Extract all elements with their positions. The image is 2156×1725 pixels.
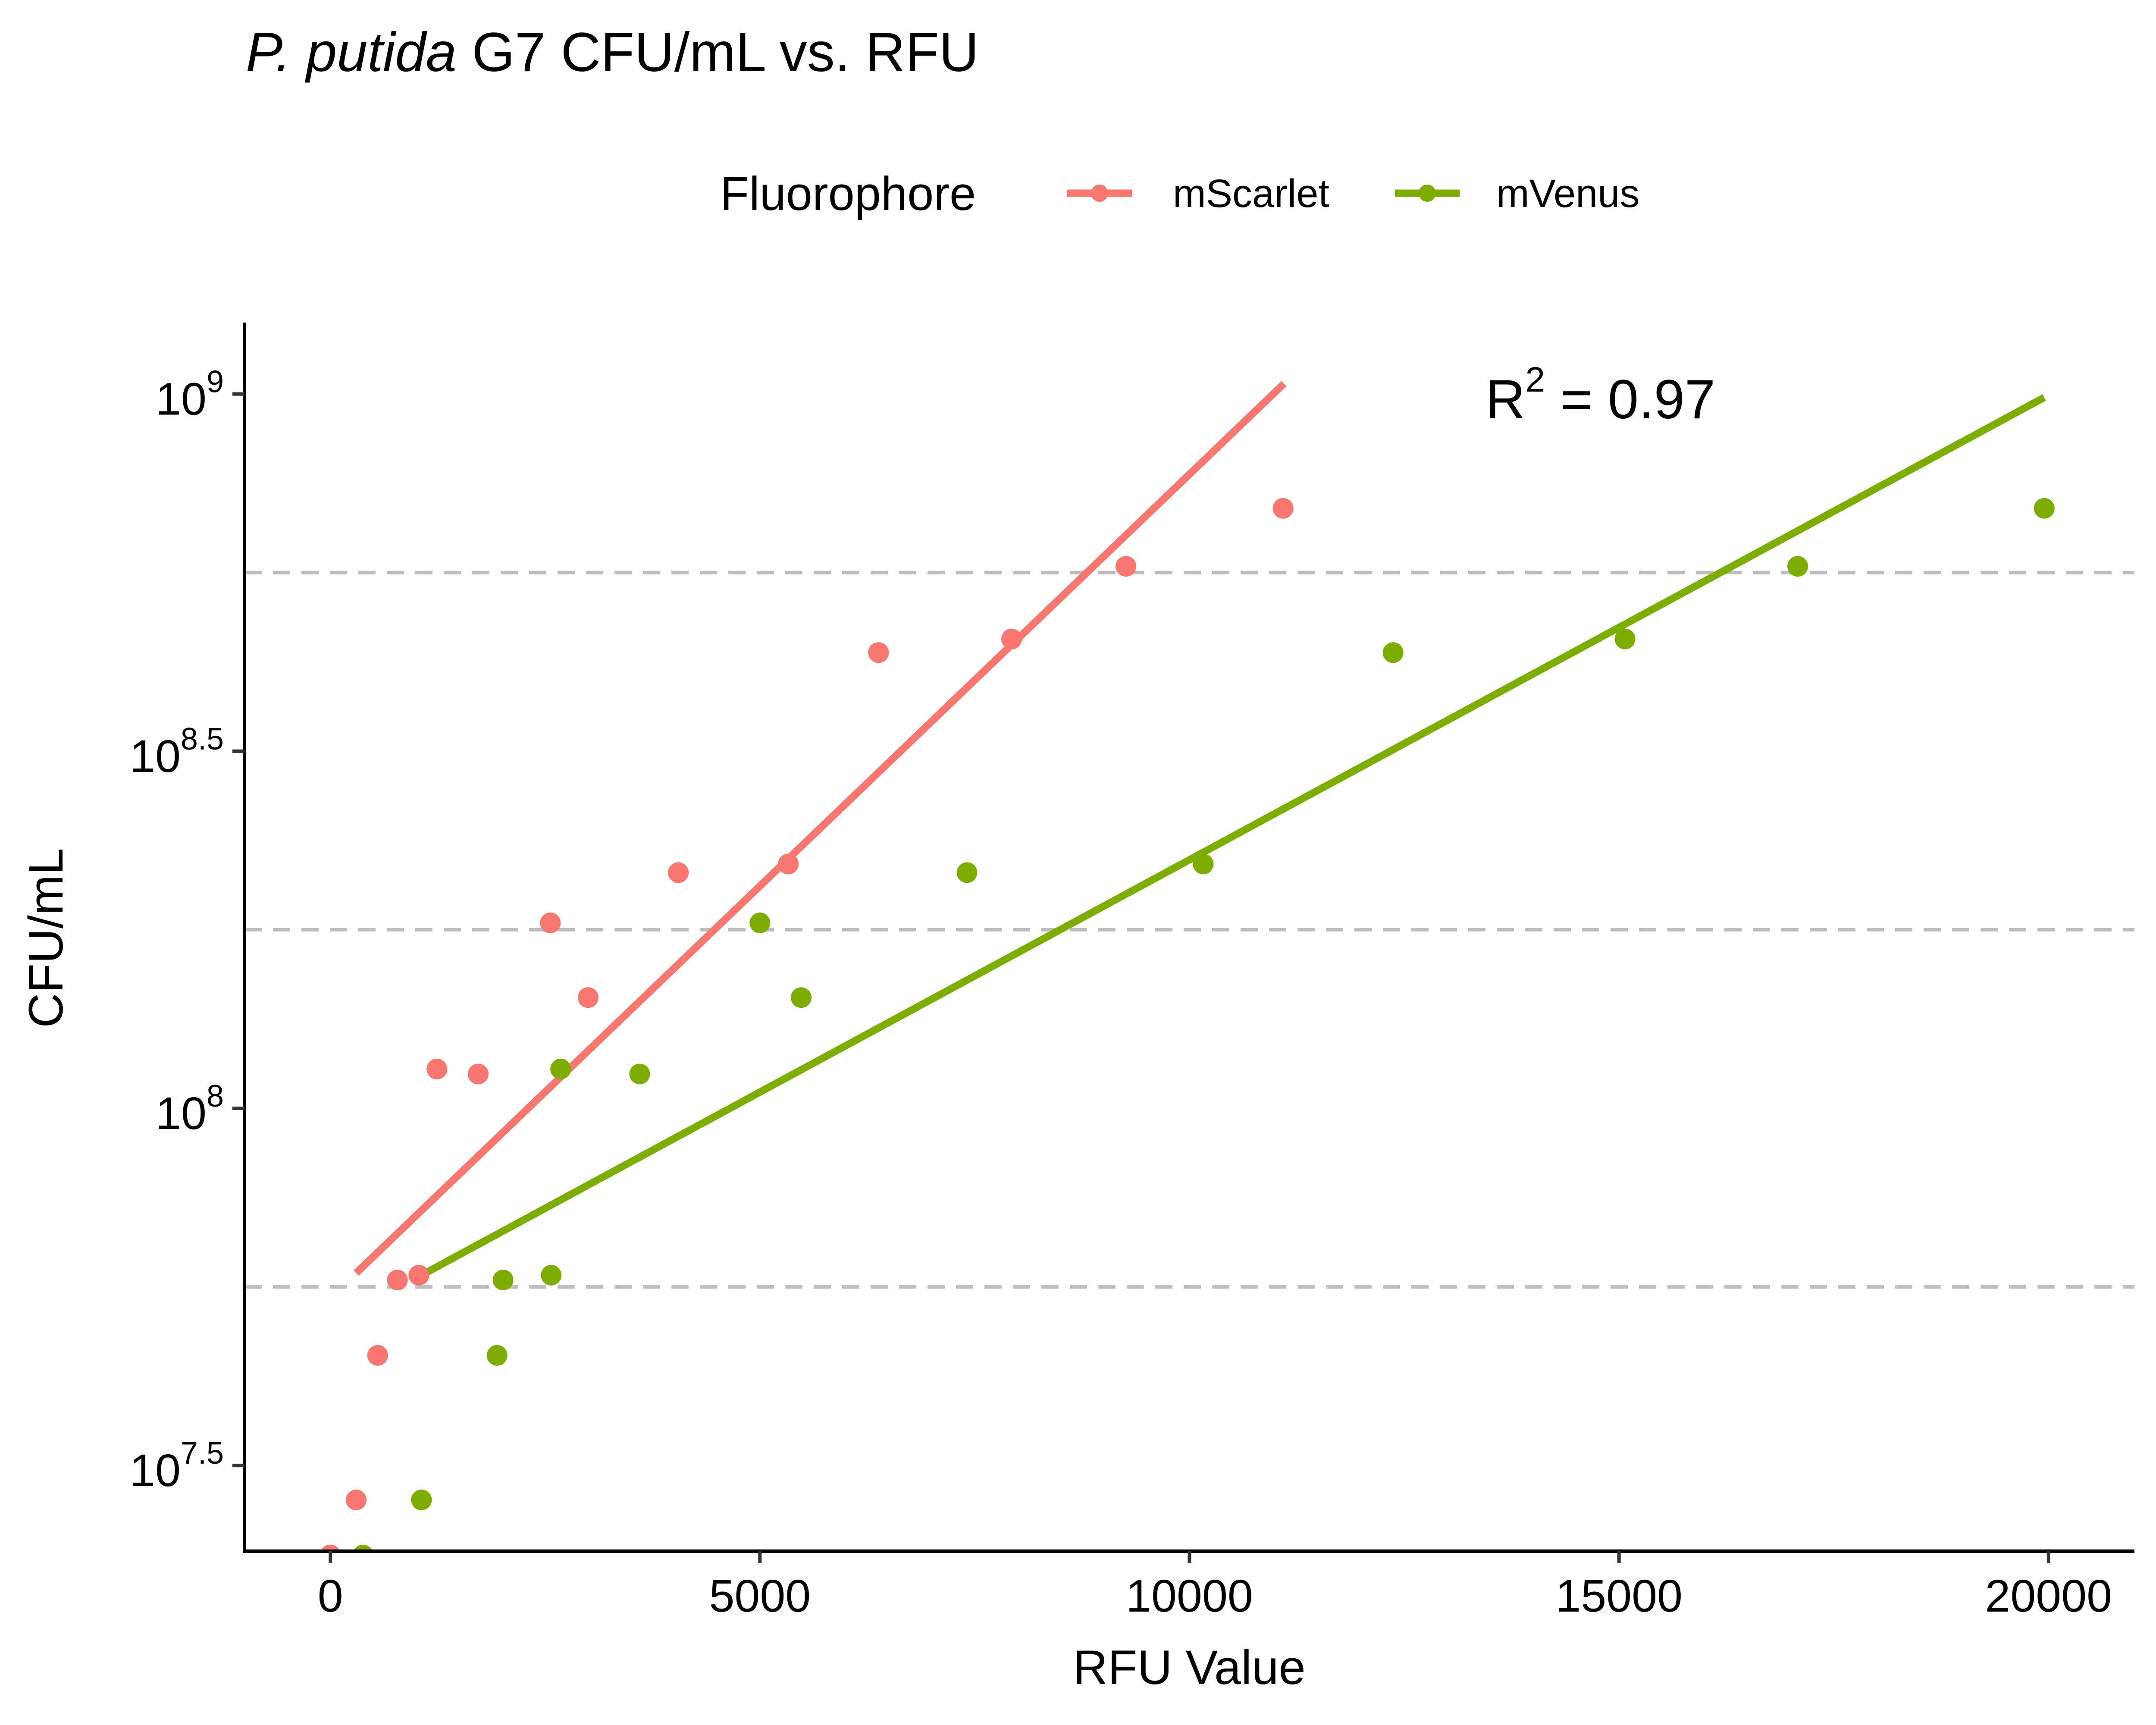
point-mvenus-9 [956, 862, 978, 883]
legend-label-mvenus: mVenus [1496, 172, 1639, 216]
chart-title: P. putida G7 CFU/mL vs. RFU [246, 22, 979, 83]
legend-label-mscarlet: mScarlet [1173, 172, 1329, 216]
point-mscarlet-8 [577, 987, 599, 1008]
point-mscarlet-3 [387, 1270, 408, 1291]
point-mvenus-12 [1614, 628, 1636, 649]
x-axis-label: RFU Value [1073, 1640, 1305, 1694]
chart-title-rest: G7 CFU/mL vs. RFU [457, 22, 979, 83]
fit-line-mvenus [420, 394, 2046, 1279]
point-mscarlet-9 [668, 862, 689, 883]
point-mvenus-4 [541, 1264, 562, 1286]
point-mvenus-8 [790, 987, 812, 1008]
point-mvenus-7 [749, 913, 771, 934]
point-mvenus-11 [1382, 642, 1404, 663]
fit-lines [354, 381, 2046, 1279]
legend-key-point-mvenus [1419, 185, 1436, 202]
y-tick-label: 107.5 [130, 1436, 224, 1496]
legend: Fluorophore mScarlet mVenus [720, 167, 1639, 220]
x-tick-label: 20000 [1985, 1571, 2112, 1622]
point-mvenus-2 [486, 1345, 508, 1366]
point-mvenus-3 [492, 1270, 514, 1291]
r-squared-base: R [1485, 369, 1525, 430]
point-mscarlet-2 [367, 1345, 388, 1366]
x-axis-ticks: 0 5000 10000 15000 20000 [318, 1551, 2112, 1622]
x-tick-label: 15000 [1555, 1571, 1683, 1622]
point-mscarlet-13 [1116, 556, 1137, 577]
r-squared-sup: 2 [1525, 360, 1545, 399]
point-mvenus-10 [1193, 853, 1214, 875]
point-mscarlet-7 [540, 913, 561, 934]
chart-title-italic: P. putida [246, 22, 457, 83]
point-mscarlet-4 [408, 1264, 429, 1286]
y-tick-label: 109 [156, 365, 224, 425]
fit-line-mscarlet [354, 381, 1287, 1276]
data-points [320, 498, 2055, 1551]
y-axis-label: CFU/mL [19, 848, 73, 1028]
point-mvenus-14 [2034, 498, 2055, 519]
point-mvenus-5 [550, 1058, 571, 1079]
point-mscarlet-5 [426, 1058, 448, 1079]
legend-key-point-mscarlet [1091, 185, 1108, 202]
y-axis-ticks: 107.5 108 108.5 109 [130, 365, 244, 1496]
x-tick-label: 0 [318, 1571, 343, 1622]
x-tick-label: 5000 [709, 1571, 811, 1622]
point-mscarlet-11 [868, 642, 889, 663]
reference-lines [244, 571, 2134, 1289]
x-tick-label: 10000 [1126, 1571, 1253, 1622]
point-mvenus-13 [1787, 556, 1808, 577]
point-mscarlet-14 [1272, 498, 1294, 519]
point-mscarlet-12 [1001, 628, 1022, 649]
point-mscarlet-1 [345, 1490, 367, 1511]
point-mvenus-6 [629, 1063, 650, 1085]
point-mscarlet-10 [778, 853, 799, 875]
y-tick-label: 108.5 [130, 722, 224, 782]
legend-title: Fluorophore [720, 167, 976, 220]
r-squared-annotation: R2 = 0.97 [1485, 360, 1715, 430]
r-squared-rest: = 0.97 [1545, 369, 1715, 430]
y-tick-label: 108 [156, 1079, 224, 1139]
point-mscarlet-6 [467, 1063, 489, 1085]
point-mvenus-1 [411, 1490, 432, 1511]
